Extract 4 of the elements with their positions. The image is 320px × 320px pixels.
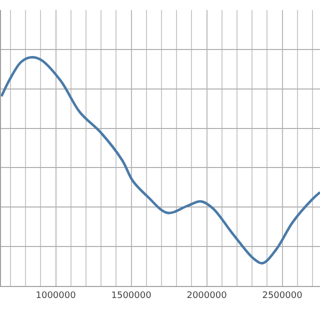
x-tick-label: 1500000 (111, 290, 152, 301)
x-tick-label: 2000000 (186, 290, 228, 301)
x-tick-label: 2500000 (262, 290, 303, 301)
x-tick-label: 1000000 (36, 290, 76, 301)
